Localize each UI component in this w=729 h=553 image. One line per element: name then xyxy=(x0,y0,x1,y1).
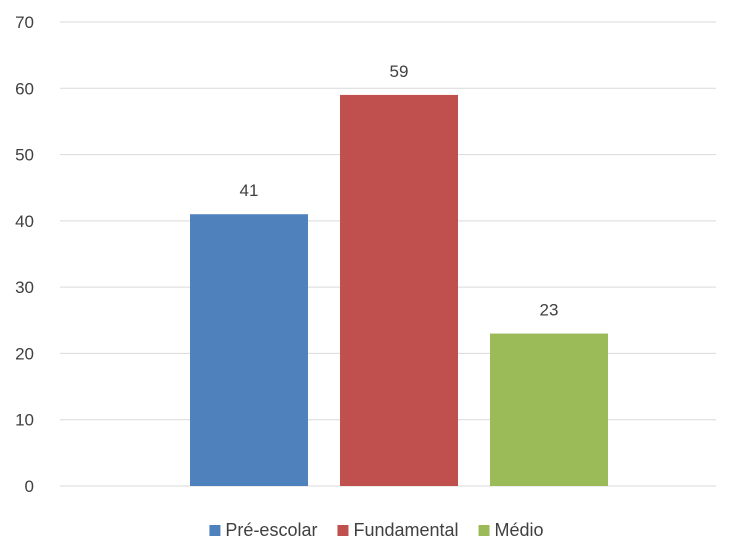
data-label: 59 xyxy=(390,62,409,81)
legend: Pré-escolar Fundamental Médio xyxy=(209,520,544,540)
bar-fundamental xyxy=(340,94,458,487)
y-axis-tick-labels: 0 10 20 30 40 50 60 70 xyxy=(15,13,34,496)
y-tick-label: 10 xyxy=(15,411,34,430)
legend-swatch xyxy=(337,525,349,536)
legend-item: Fundamental xyxy=(337,520,459,540)
bar-medio xyxy=(490,333,608,486)
legend-swatch xyxy=(209,525,221,536)
y-tick-label: 20 xyxy=(15,344,34,363)
bars xyxy=(190,94,608,487)
bar-pre-escolar xyxy=(190,214,308,486)
data-label: 23 xyxy=(540,301,559,320)
y-tick-label: 70 xyxy=(15,13,34,32)
y-tick-label: 0 xyxy=(25,477,34,496)
data-label: 41 xyxy=(240,181,259,200)
legend-label: Fundamental xyxy=(353,520,458,540)
y-tick-label: 40 xyxy=(15,212,34,231)
legend-label: Médio xyxy=(495,520,544,540)
legend-item: Pré-escolar xyxy=(209,520,317,540)
legend-label: Pré-escolar xyxy=(225,520,317,540)
legend-item: Médio xyxy=(478,520,544,540)
y-tick-label: 50 xyxy=(15,146,34,165)
legend-swatch xyxy=(478,525,490,536)
y-tick-label: 60 xyxy=(15,79,34,98)
y-tick-label: 30 xyxy=(15,278,34,297)
data-labels: 41 59 23 xyxy=(240,62,559,320)
